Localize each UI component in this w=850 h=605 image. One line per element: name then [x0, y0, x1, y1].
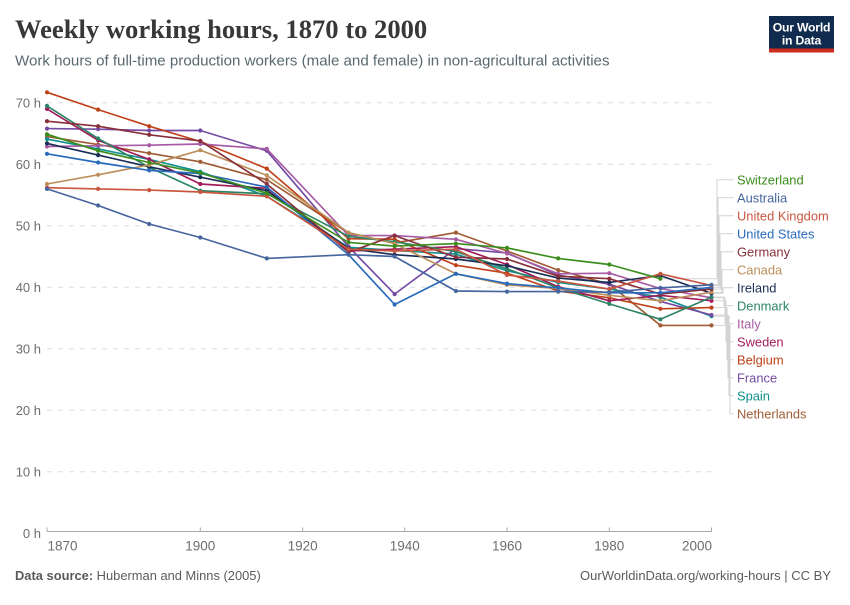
svg-text:60 h: 60 h	[16, 157, 41, 172]
svg-text:1960: 1960	[492, 539, 522, 554]
svg-text:Canada: Canada	[737, 262, 783, 277]
svg-text:OurWorldinData.org/working-hou: OurWorldinData.org/working-hours | CC BY	[580, 568, 831, 583]
svg-text:1920: 1920	[288, 539, 318, 554]
svg-text:Italy: Italy	[737, 316, 761, 331]
svg-text:Denmark: Denmark	[737, 298, 790, 313]
svg-text:in Data: in Data	[782, 34, 822, 48]
svg-text:40 h: 40 h	[16, 280, 41, 295]
svg-text:Australia: Australia	[737, 190, 788, 205]
svg-text:France: France	[737, 370, 777, 385]
svg-text:Work hours of full-time produc: Work hours of full-time production worke…	[15, 53, 610, 70]
svg-text:Spain: Spain	[737, 388, 770, 403]
svg-text:1940: 1940	[390, 539, 420, 554]
svg-text:Germany: Germany	[737, 244, 791, 259]
svg-text:1870: 1870	[48, 539, 78, 554]
svg-text:United Kingdom: United Kingdom	[737, 208, 829, 223]
svg-text:United States: United States	[737, 226, 814, 241]
svg-text:20 h: 20 h	[16, 403, 41, 418]
svg-text:Weekly working hours, 1870 to: Weekly working hours, 1870 to 2000	[15, 14, 427, 44]
svg-text:1900: 1900	[185, 539, 215, 554]
svg-text:Netherlands: Netherlands	[737, 406, 807, 421]
svg-text:Our World: Our World	[773, 21, 831, 35]
svg-text:70 h: 70 h	[16, 95, 41, 110]
svg-text:2000: 2000	[682, 539, 712, 554]
svg-text:1980: 1980	[594, 539, 624, 554]
svg-text:10 h: 10 h	[16, 464, 41, 479]
svg-text:Ireland: Ireland	[737, 280, 776, 295]
svg-text:50 h: 50 h	[16, 218, 41, 233]
svg-text:Switzerland: Switzerland	[737, 172, 804, 187]
svg-text:0 h: 0 h	[23, 526, 41, 541]
svg-text:Data source: Huberman and Minn: Data source: Huberman and Minns (2005)	[15, 568, 261, 583]
svg-text:Belgium: Belgium	[737, 352, 784, 367]
svg-text:30 h: 30 h	[16, 341, 41, 356]
svg-text:Sweden: Sweden	[737, 334, 784, 349]
